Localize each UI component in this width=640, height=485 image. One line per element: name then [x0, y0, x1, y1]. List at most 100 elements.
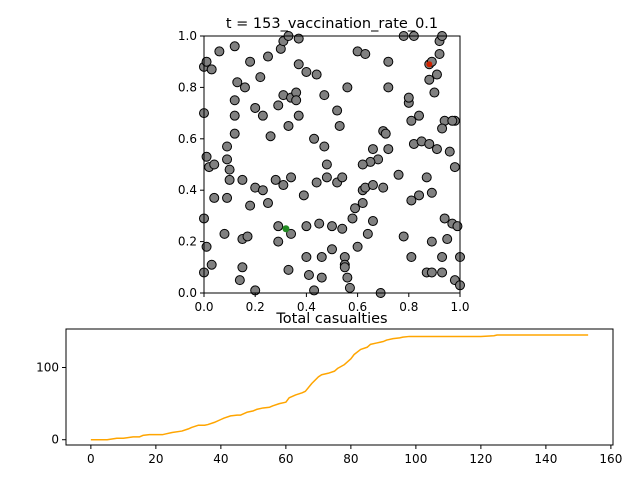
scatter-point: [337, 172, 348, 183]
scatter-point: [367, 180, 378, 191]
scatter-point: [421, 172, 432, 183]
scatter-point: [437, 123, 448, 134]
casualties-x-tick-label: 60: [278, 452, 293, 466]
scatter-point: [303, 270, 314, 281]
scatter-point: [357, 159, 368, 170]
scatter-point: [321, 172, 332, 183]
scatter-point-infected: [426, 61, 433, 68]
scatter-point: [332, 105, 343, 116]
scatter-point: [201, 151, 212, 162]
scatter-point: [367, 144, 378, 155]
scatter-point: [245, 200, 256, 211]
scatter-x-tick-label: 0.2: [246, 300, 265, 314]
scatter-point: [444, 146, 455, 157]
scatter-point: [380, 128, 391, 139]
scatter-point: [214, 46, 225, 57]
scatter-point: [424, 138, 435, 149]
scatter-point: [342, 82, 353, 93]
scatter-point: [403, 92, 414, 103]
casualties-x-tick-label: 160: [599, 452, 622, 466]
scatter-point: [237, 174, 248, 185]
scatter-point: [429, 87, 440, 98]
scatter-y-tick-label: 0.0: [178, 286, 197, 300]
scatter-point: [232, 77, 243, 88]
scatter-point: [406, 195, 417, 206]
scatter-point: [414, 110, 425, 121]
scatter-point: [257, 110, 268, 121]
scatter-point: [383, 144, 394, 155]
scatter-point: [209, 159, 220, 170]
scatter-point: [431, 69, 442, 80]
scatter-point: [449, 162, 460, 173]
scatter-point: [291, 95, 302, 106]
scatter-point: [362, 228, 373, 239]
scatter-point: [447, 115, 458, 126]
scatter-point: [234, 275, 245, 286]
scatter-point: [414, 190, 425, 201]
scatter-point: [301, 66, 312, 77]
scatter-point: [273, 221, 284, 232]
scatter-point: [278, 180, 289, 191]
scatter-point: [201, 241, 212, 252]
scatter-point: [426, 267, 437, 278]
scatter-point: [286, 228, 297, 239]
casualties-x-tick-label: 140: [534, 452, 557, 466]
scatter-point: [293, 59, 304, 70]
scatter-point: [286, 172, 297, 183]
scatter-point: [321, 159, 332, 170]
scatter-point: [426, 236, 437, 247]
scatter-point: [298, 190, 309, 201]
scatter-point: [263, 51, 273, 62]
scatter-point: [442, 234, 453, 245]
scatter-point: [293, 110, 304, 121]
scatter-point: [293, 33, 304, 44]
scatter-chart: t = 153_vaccination_rate_0.1 0.0 0.2 0.4 0.…: [178, 16, 470, 314]
scatter-point: [224, 164, 235, 175]
scatter-y-tick-label: 1.0: [178, 29, 197, 43]
scatter-x-ticks: 0.0 0.2 0.4 0.6 0.8 1.0: [194, 293, 470, 314]
scatter-point: [319, 90, 330, 101]
scatter-point: [250, 102, 261, 113]
scatter-point: [452, 221, 463, 232]
scatter-point: [406, 252, 417, 263]
scatter-y-tick-label: 0.6: [178, 132, 197, 146]
scatter-point: [339, 262, 350, 273]
scatter-point: [437, 267, 448, 278]
scatter-points: [199, 31, 465, 298]
scatter-point: [257, 185, 268, 196]
scatter-point-vaccinated: [282, 225, 290, 233]
scatter-point: [347, 213, 358, 224]
scatter-point: [393, 169, 404, 180]
scatter-point: [224, 174, 235, 185]
scatter-x-tick-label: 0.6: [348, 300, 367, 314]
scatter-point: [229, 95, 240, 106]
scatter-point: [219, 228, 230, 239]
scatter-y-tick-label: 0.2: [178, 235, 197, 249]
scatter-point: [357, 198, 368, 209]
scatter-point: [309, 285, 320, 296]
scatter-point: [350, 203, 361, 214]
casualties-y-tick-label: 100: [36, 360, 59, 374]
scatter-y-tick-label: 0.8: [178, 80, 197, 94]
casualties-y-ticks: 0 100: [36, 360, 66, 447]
scatter-point: [316, 252, 327, 263]
casualties-chart: Total casualties 0 20 40 60 80 100 120 140 160 0…: [36, 311, 622, 466]
scatter-point: [314, 218, 325, 229]
scatter-point: [222, 192, 233, 203]
casualties-x-tick-label: 100: [404, 452, 427, 466]
scatter-y-ticks: 0.0 0.2 0.4 0.6 0.8 1.0: [178, 29, 204, 300]
scatter-point: [327, 221, 337, 232]
scatter-point: [439, 213, 450, 224]
scatter-x-tick-label: 1.0: [450, 300, 469, 314]
scatter-point: [431, 144, 442, 155]
scatter-y-tick-label: 0.4: [178, 183, 197, 197]
scatter-axes-frame: [203, 35, 461, 294]
scatter-point: [342, 272, 353, 283]
scatter-point: [319, 141, 330, 152]
scatter-point: [383, 82, 394, 93]
scatter-point: [222, 141, 233, 152]
scatter-point: [406, 115, 417, 126]
scatter-point: [229, 110, 240, 121]
scatter-point: [309, 133, 320, 144]
